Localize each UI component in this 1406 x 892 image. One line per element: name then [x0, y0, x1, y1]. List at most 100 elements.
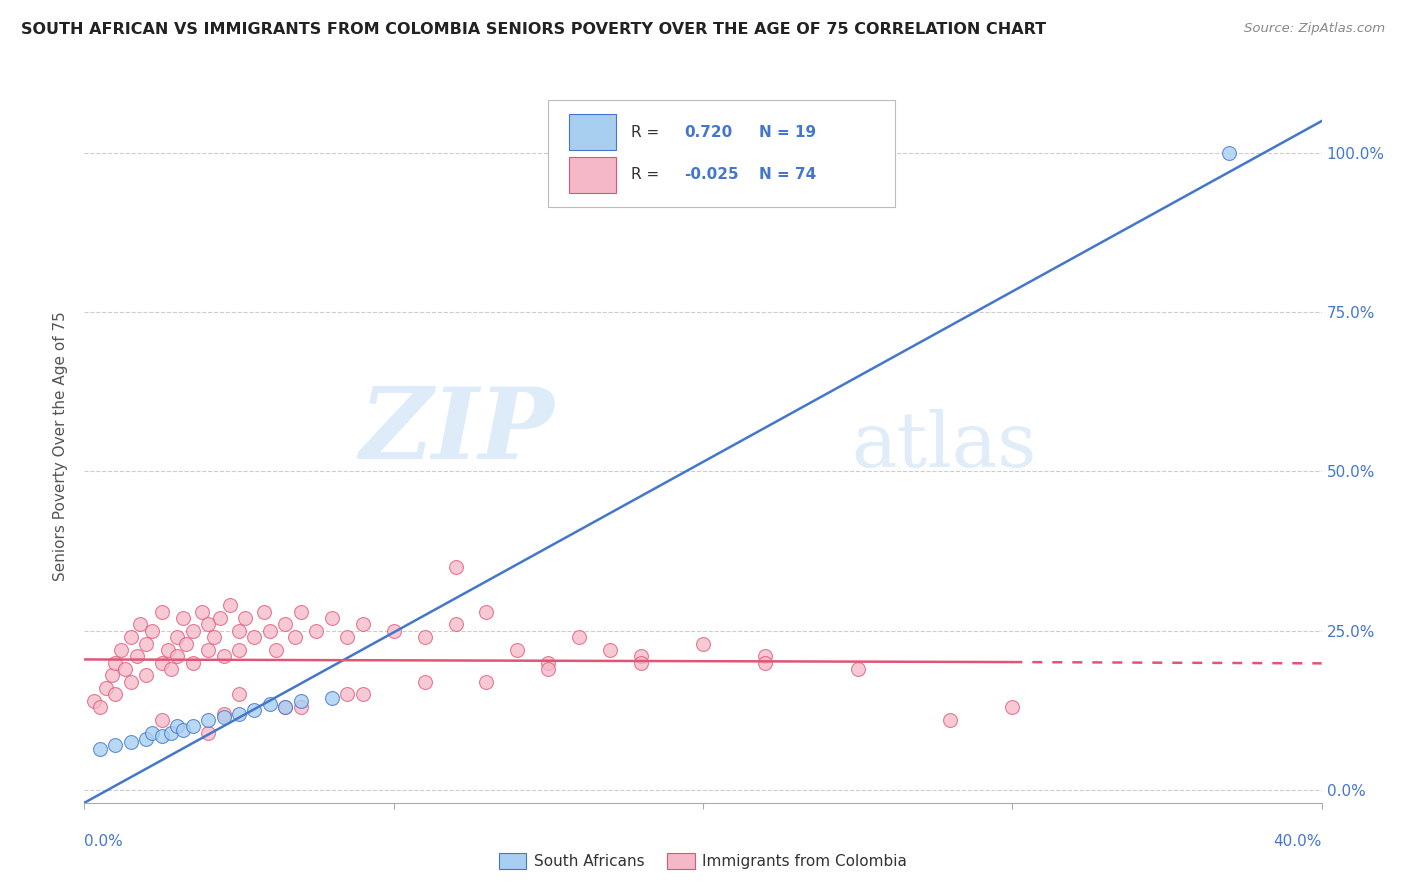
Point	[475, 674, 498, 689]
Point	[259, 624, 281, 638]
Point	[290, 700, 312, 714]
Point	[212, 649, 235, 664]
Point	[939, 713, 962, 727]
Point	[630, 656, 652, 670]
Point	[537, 662, 560, 676]
Point	[197, 643, 219, 657]
Point	[176, 636, 198, 650]
Point	[160, 662, 183, 676]
Point	[444, 560, 467, 574]
Text: R =: R =	[631, 125, 665, 139]
Point	[135, 732, 157, 747]
Point	[754, 649, 776, 664]
Point	[83, 694, 105, 708]
Point	[336, 688, 359, 702]
Point	[846, 662, 869, 676]
Point	[568, 630, 591, 644]
Point	[233, 611, 256, 625]
Point	[274, 617, 297, 632]
Text: 0.0%: 0.0%	[84, 834, 124, 849]
Point	[110, 643, 132, 657]
Point	[120, 630, 142, 644]
Point	[754, 656, 776, 670]
Point	[120, 674, 142, 689]
Point	[506, 643, 529, 657]
Point	[166, 630, 188, 644]
Y-axis label: Seniors Poverty Over the Age of 75: Seniors Poverty Over the Age of 75	[53, 311, 69, 581]
Point	[1001, 700, 1024, 714]
Point	[89, 700, 111, 714]
Point	[228, 706, 250, 721]
Point	[243, 703, 266, 717]
Point	[104, 688, 127, 702]
FancyBboxPatch shape	[569, 157, 616, 193]
FancyBboxPatch shape	[569, 114, 616, 150]
Point	[94, 681, 117, 695]
Point	[352, 688, 374, 702]
Point	[125, 649, 148, 664]
Point	[101, 668, 124, 682]
Point	[253, 605, 276, 619]
Point	[209, 611, 232, 625]
Point	[197, 617, 219, 632]
Point	[630, 649, 652, 664]
Point	[150, 713, 173, 727]
Point	[382, 624, 405, 638]
Point	[336, 630, 359, 644]
Point	[120, 735, 142, 749]
Point	[413, 674, 436, 689]
Text: -0.025: -0.025	[685, 168, 740, 182]
Text: 0.720: 0.720	[685, 125, 733, 139]
Point	[599, 643, 621, 657]
Point	[305, 624, 328, 638]
Point	[537, 656, 560, 670]
Point	[284, 630, 307, 644]
Point	[150, 605, 173, 619]
Point	[259, 697, 281, 711]
Text: SOUTH AFRICAN VS IMMIGRANTS FROM COLOMBIA SENIORS POVERTY OVER THE AGE OF 75 COR: SOUTH AFRICAN VS IMMIGRANTS FROM COLOMBI…	[21, 22, 1046, 37]
Point	[228, 643, 250, 657]
Point	[172, 723, 194, 737]
Point	[141, 725, 163, 739]
Point	[104, 739, 127, 753]
Point	[212, 710, 235, 724]
Point	[172, 611, 194, 625]
Text: N = 19: N = 19	[759, 125, 815, 139]
Legend: South Africans, Immigrants from Colombia: South Africans, Immigrants from Colombia	[492, 847, 914, 875]
Point	[290, 605, 312, 619]
Point	[274, 700, 297, 714]
Text: N = 74: N = 74	[759, 168, 815, 182]
Point	[166, 719, 188, 733]
Point	[228, 624, 250, 638]
Point	[475, 605, 498, 619]
Point	[352, 617, 374, 632]
Point	[160, 725, 183, 739]
Point	[104, 656, 127, 670]
Point	[202, 630, 225, 644]
Point	[135, 636, 157, 650]
Point	[197, 725, 219, 739]
Text: Source: ZipAtlas.com: Source: ZipAtlas.com	[1244, 22, 1385, 36]
Point	[156, 643, 179, 657]
Point	[413, 630, 436, 644]
Point	[150, 656, 173, 670]
Text: ZIP: ZIP	[360, 384, 554, 480]
Point	[444, 617, 467, 632]
Point	[1218, 145, 1240, 160]
Text: 40.0%: 40.0%	[1274, 834, 1322, 849]
Point	[150, 729, 173, 743]
Point	[181, 719, 204, 733]
Point	[166, 649, 188, 664]
Point	[141, 624, 163, 638]
Point	[129, 617, 152, 632]
FancyBboxPatch shape	[548, 100, 894, 207]
Point	[264, 643, 287, 657]
Text: atlas: atlas	[852, 409, 1036, 483]
Point	[692, 636, 714, 650]
Point	[228, 688, 250, 702]
Point	[212, 706, 235, 721]
Point	[181, 624, 204, 638]
Point	[243, 630, 266, 644]
Point	[114, 662, 136, 676]
Point	[290, 694, 312, 708]
